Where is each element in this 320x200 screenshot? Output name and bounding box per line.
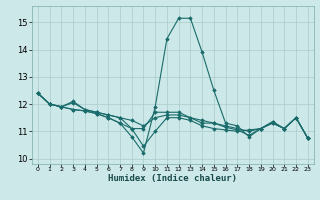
- X-axis label: Humidex (Indice chaleur): Humidex (Indice chaleur): [108, 174, 237, 183]
